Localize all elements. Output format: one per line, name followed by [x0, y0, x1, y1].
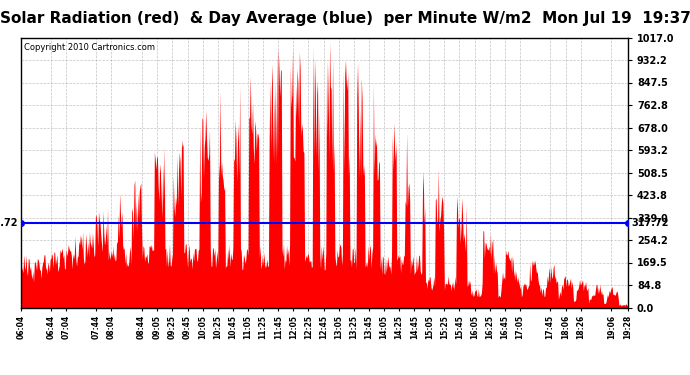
Text: Solar Radiation (red)  & Day Average (blue)  per Minute W/m2  Mon Jul 19  19:37: Solar Radiation (red) & Day Average (blu…	[0, 11, 690, 26]
Text: 317.72: 317.72	[0, 218, 18, 228]
Text: Copyright 2010 Cartronics.com: Copyright 2010 Cartronics.com	[23, 43, 155, 52]
Text: 317.72: 317.72	[631, 218, 669, 228]
